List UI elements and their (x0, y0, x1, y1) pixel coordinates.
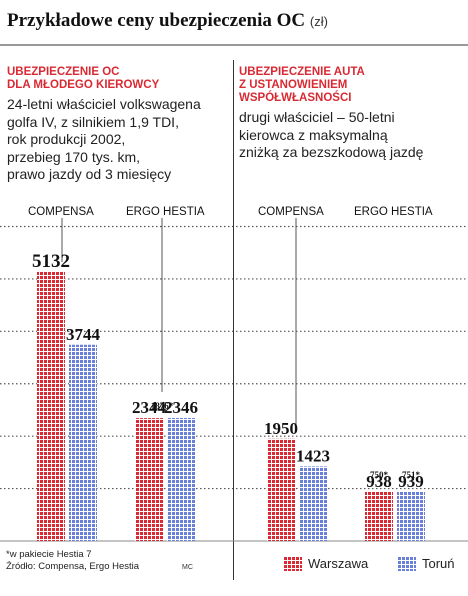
panel-1-description: 24-letni właściciel volkswagena golfa IV… (7, 96, 201, 184)
value-label-torun: 3744 (66, 325, 101, 344)
bar-warszawa (365, 491, 393, 541)
panel-2-heading-line: WSPÓŁWŁASNOŚCI (239, 92, 352, 104)
chart-title: Przykładowe ceny ubezpieczenia OC (zł) (7, 10, 328, 32)
legend-swatch-torun (398, 556, 416, 571)
panel-1-desc-line: golfa IV, z silnikiem 1,9 TDI, (7, 113, 179, 130)
legend-item-torun: Toruń (398, 556, 455, 571)
panel-divider (233, 60, 234, 580)
panel-1-heading-line: UBEZPIECZENIE OC (7, 66, 120, 78)
bar-warszawa (135, 418, 163, 541)
panel-2-heading-line: UBEZPIECZENIE AUTA (239, 66, 365, 78)
value-label-torun: 1423 (296, 446, 330, 465)
value-label-torun: 939 (398, 472, 424, 491)
value-label-torun: 2346 (164, 398, 198, 417)
footnote: *w pakiecie Hestia 7 Źródło: Compensa, E… (6, 549, 139, 573)
legend-item-warszawa: Warszawa (284, 556, 368, 571)
bar-warszawa (267, 438, 295, 541)
bar-torun (167, 418, 195, 541)
panel-1-heading: UBEZPIECZENIE OC DLA MŁODEGO KIEROWCY (7, 66, 159, 92)
panel-2-heading: UBEZPIECZENIE AUTA Z USTANOWIENIEM WSPÓŁ… (239, 66, 365, 105)
panel-2-description: drugi właściciel – 50-letni kierowca z m… (239, 109, 423, 162)
insurer-label-ergo-hestia: ERGO HESTIA (126, 206, 205, 218)
panel-1-desc-line: rok produkcji 2002, (7, 131, 126, 147)
panel-2-desc-line: drugi właściciel – 50-letni (239, 109, 395, 125)
title-unit: (zł) (309, 14, 328, 29)
bar-torun (69, 344, 97, 541)
insurer-label-compensa: COMPENSA (28, 206, 94, 218)
footnote-note: *w pakiecie Hestia 7 (6, 549, 92, 560)
annotation-label: 750* (370, 470, 389, 480)
value-label-warszawa: 5132 (32, 251, 70, 272)
panel-2-desc-line: zniżką za bezszkodową jazdę (239, 144, 424, 160)
legend-swatch-warszawa (284, 556, 302, 571)
legend-label-torun: Toruń (422, 556, 455, 571)
title-rule (0, 44, 468, 46)
panel-2-desc-line: kierowca z maksymalną (239, 126, 388, 143)
panel-1-desc-line: przebieg 170 tys. km, (7, 148, 141, 165)
insurer-label-ergo-hestia: ERGO HESTIA (354, 206, 433, 218)
footnote-source: Źródło: Compensa, Ergo Hestia (6, 561, 140, 572)
bar-torun (397, 491, 425, 541)
panel-1-heading-line: DLA MŁODEGO KIEROWCY (7, 79, 160, 91)
panel-1-desc-line: 24-letni właściciel volkswagena (7, 96, 201, 112)
bar-torun (299, 466, 327, 541)
panel-2-heading-line: Z USTANOWIENIEM (239, 79, 348, 91)
value-label-warszawa: 2344 (132, 398, 167, 417)
bar-warszawa (37, 272, 65, 541)
panel-1-desc-line: prawo jazdy od 3 miesięcy (7, 166, 172, 182)
annotation-label: 1876* (151, 401, 174, 411)
insurer-label-compensa: COMPENSA (258, 206, 324, 218)
title-text: Przykładowe ceny ubezpieczenia OC (7, 10, 306, 31)
value-label-warszawa: 1950 (264, 419, 298, 438)
author-credit: MC (182, 564, 193, 571)
annotation-label: 751* (402, 470, 421, 480)
value-label-warszawa: 938 (366, 472, 392, 491)
legend-label-warszawa: Warszawa (308, 556, 369, 571)
